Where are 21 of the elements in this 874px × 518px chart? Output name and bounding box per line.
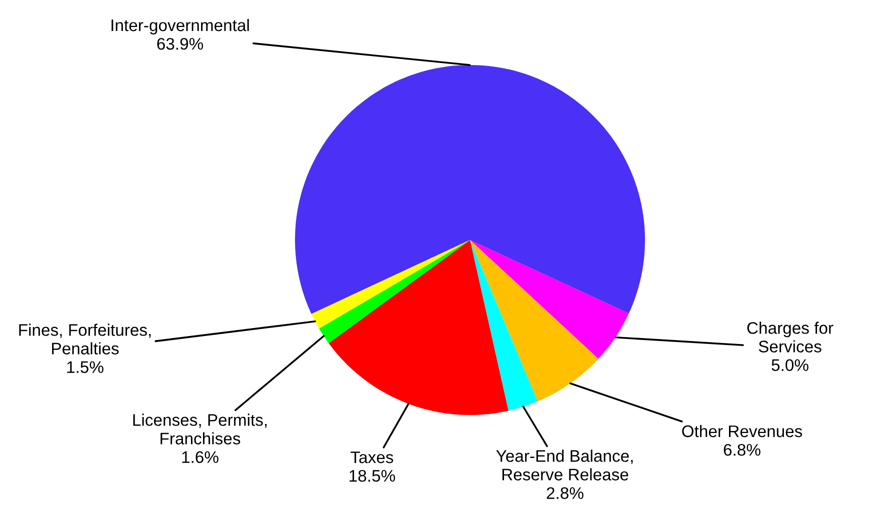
pie-slice — [319, 240, 470, 344]
data-label: 63.9% — [157, 38, 204, 50]
data-label: 2.8% — [546, 487, 584, 500]
slice-label: Other Revenues — [682, 424, 802, 438]
slice-label: Taxes — [350, 452, 394, 464]
pie-slice — [311, 240, 470, 329]
data-label: 1.6% — [182, 451, 218, 464]
pie-slice — [470, 240, 538, 411]
data-label: 5.0% — [772, 359, 808, 372]
pie-slice — [470, 240, 598, 402]
slice-label: Licenses, Permits, Franchises — [133, 414, 267, 444]
data-label: 6.8% — [724, 444, 760, 456]
slice-label: Year-End Balance, Reserve Release — [496, 450, 633, 480]
slice-label: Charges for Services — [747, 322, 834, 352]
slice-label: Fines, Forfeitures, Penalties — [19, 324, 151, 354]
pie-slice — [328, 240, 508, 415]
data-label: 1.5% — [67, 361, 104, 374]
pie-slice — [470, 240, 629, 359]
pie-slice — [295, 65, 645, 314]
data-label: 18.5% — [350, 470, 396, 482]
slice-label: Inter-governmental — [112, 18, 249, 34]
